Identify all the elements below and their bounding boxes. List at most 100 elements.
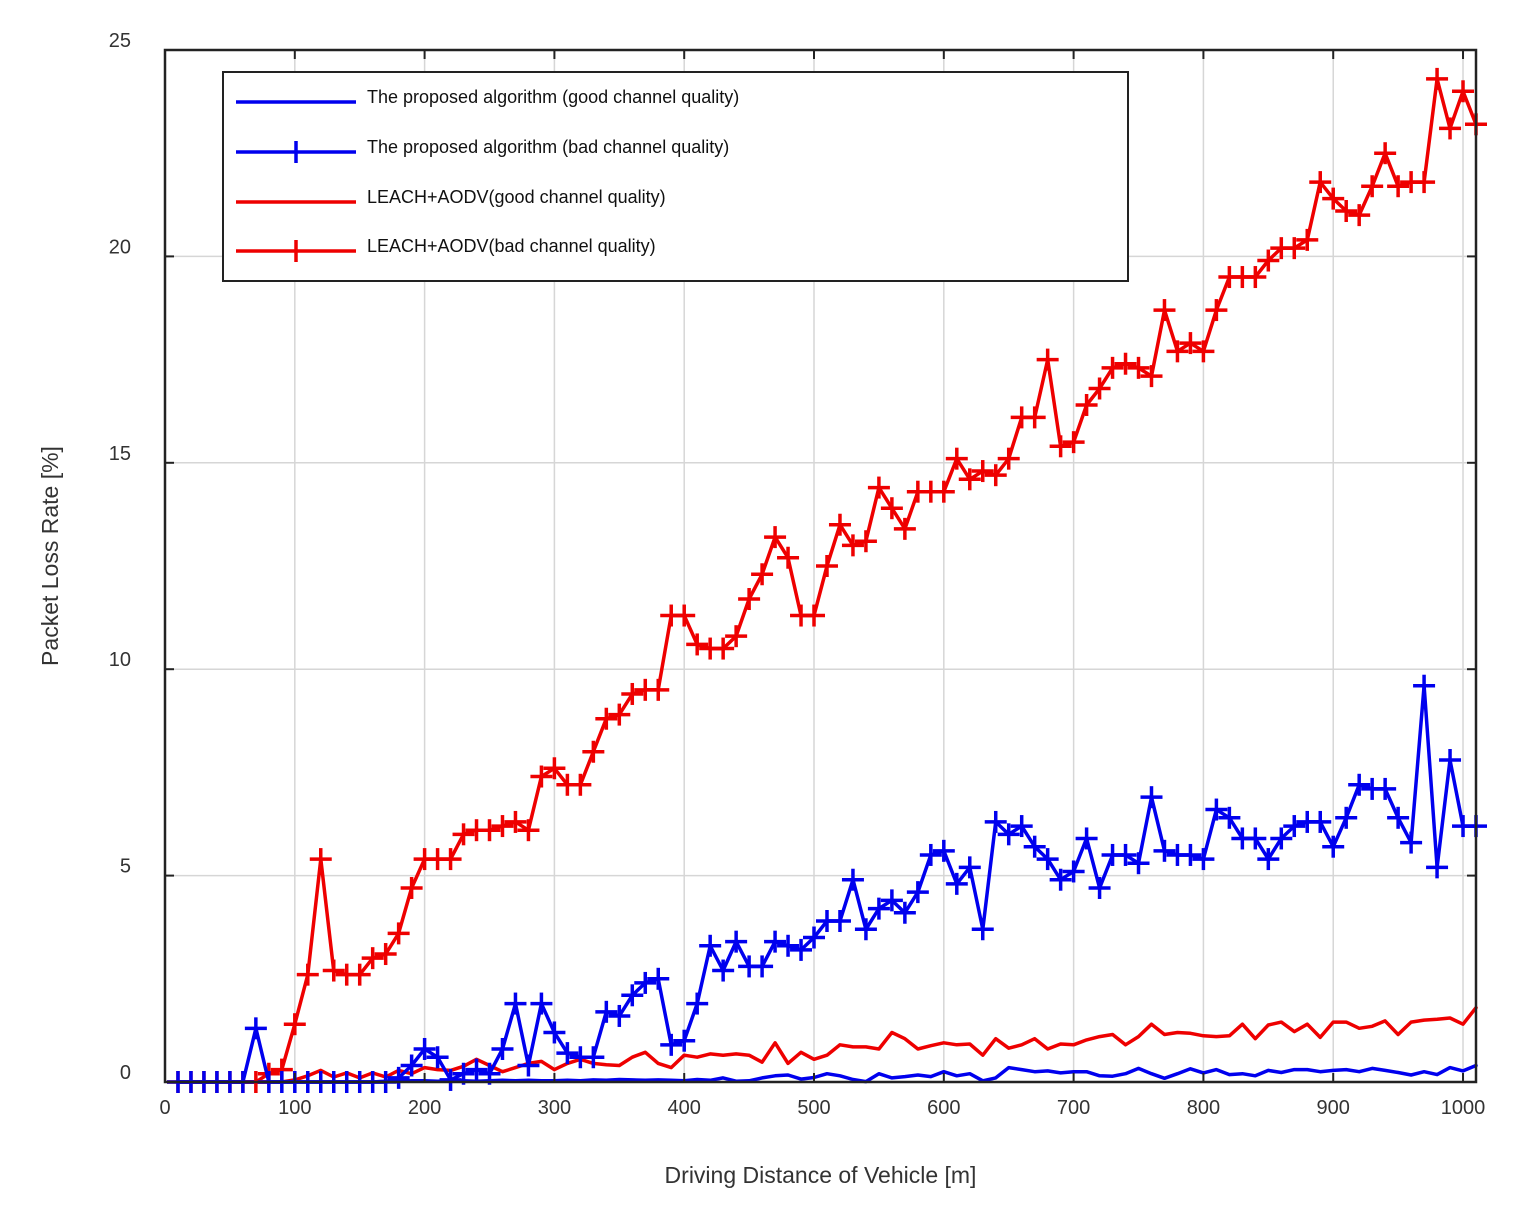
- legend-label: The proposed algorithm (bad channel qual…: [367, 137, 729, 157]
- data-point: [1114, 352, 1137, 375]
- data-point: [828, 513, 851, 536]
- data-point: [1413, 674, 1436, 697]
- data-point: [608, 703, 631, 726]
- data-point: [569, 773, 592, 796]
- data-point: [1010, 815, 1033, 838]
- data-point: [283, 1013, 306, 1036]
- data-point: [595, 707, 618, 730]
- data-point: [1361, 175, 1384, 198]
- data-point: [1439, 117, 1462, 140]
- data-point: [517, 1054, 540, 1077]
- data-point: [582, 1046, 605, 1069]
- data-point: [764, 526, 787, 549]
- data-point: [725, 930, 748, 953]
- data-point: [660, 1033, 683, 1056]
- data-point: [1179, 843, 1202, 866]
- data-point: [1244, 266, 1267, 289]
- data-point: [738, 588, 761, 611]
- data-point: [1309, 171, 1332, 194]
- data-point: [880, 497, 903, 520]
- data-point: [647, 967, 670, 990]
- data-point: [504, 810, 527, 833]
- data-point: [387, 1066, 410, 1089]
- data-point: [777, 934, 800, 957]
- data-point: [543, 757, 566, 780]
- data-point: [699, 934, 722, 957]
- data-point: [1387, 806, 1410, 829]
- data-point: [932, 480, 955, 503]
- data-point: [374, 943, 397, 966]
- data-point: [296, 963, 319, 986]
- data-point: [893, 517, 916, 540]
- data-point: [1387, 175, 1410, 198]
- data-point: [530, 765, 553, 788]
- x-tick-label: 600: [927, 1097, 960, 1119]
- data-point: [803, 604, 826, 627]
- data-point: [1075, 827, 1098, 850]
- data-point: [1140, 786, 1163, 809]
- data-point: [1413, 171, 1436, 194]
- data-point: [1179, 332, 1202, 355]
- data-point: [1088, 876, 1111, 899]
- data-point: [1075, 394, 1098, 417]
- data-point: [1153, 839, 1176, 862]
- data-point: [790, 938, 813, 961]
- legend-label: LEACH+AODV(good channel quality): [367, 187, 666, 207]
- series-2: [176, 1005, 1478, 1084]
- data-point: [1374, 142, 1397, 165]
- data-point: [803, 926, 826, 949]
- y-tick-label: 25: [109, 30, 131, 52]
- x-tick-label: 700: [1057, 1097, 1090, 1119]
- data-point: [815, 555, 838, 577]
- x-tick-label: 200: [408, 1097, 441, 1119]
- data-point: [1335, 806, 1358, 829]
- data-point: [413, 1037, 436, 1060]
- data-point: [1062, 431, 1085, 454]
- data-point: [893, 901, 916, 924]
- y-tick-label: 20: [109, 236, 131, 258]
- data-point: [880, 889, 903, 912]
- data-point: [1218, 806, 1241, 829]
- data-point: [854, 918, 877, 941]
- data-point: [621, 682, 644, 705]
- data-point: [919, 843, 942, 866]
- data-point: [556, 1042, 579, 1065]
- data-point: [997, 823, 1020, 846]
- data-point: [530, 992, 553, 1015]
- legend-item: The proposed algorithm (bad channel qual…: [236, 137, 729, 163]
- data-point: [1049, 435, 1072, 458]
- data-point: [906, 881, 929, 904]
- x-tick-label: 800: [1187, 1097, 1220, 1119]
- data-point: [647, 678, 670, 701]
- data-point: [1400, 831, 1423, 854]
- legend-label: The proposed algorithm (good channel qua…: [367, 87, 739, 107]
- data-point: [958, 468, 981, 491]
- data-point: [1140, 365, 1163, 388]
- data-point: [1114, 843, 1137, 866]
- data-point: [1374, 777, 1397, 800]
- x-tick-label: 500: [797, 1097, 830, 1119]
- legend-item: LEACH+AODV(good channel quality): [236, 187, 666, 207]
- data-point: [1335, 199, 1358, 222]
- data-point: [1192, 848, 1215, 871]
- data-point: [1088, 377, 1111, 400]
- data-point: [1127, 852, 1150, 875]
- data-point: [958, 856, 981, 879]
- data-point: [1049, 868, 1072, 891]
- data-point: [777, 546, 800, 569]
- data-point: [608, 1004, 631, 1027]
- data-point: [673, 1029, 696, 1052]
- data-point: [322, 959, 345, 982]
- x-tick-label: 400: [668, 1097, 701, 1119]
- data-point: [491, 815, 514, 838]
- x-axis-label: Driving Distance of Vehicle [m]: [665, 1162, 977, 1188]
- data-point: [1062, 860, 1085, 883]
- data-point: [1166, 340, 1189, 363]
- data-point: [1192, 340, 1215, 363]
- data-point: [1257, 249, 1280, 272]
- data-point: [348, 963, 371, 986]
- y-tick-label: 0: [120, 1062, 131, 1084]
- data-point: [1426, 856, 1449, 879]
- data-point: [686, 633, 709, 656]
- data-point: [686, 992, 709, 1015]
